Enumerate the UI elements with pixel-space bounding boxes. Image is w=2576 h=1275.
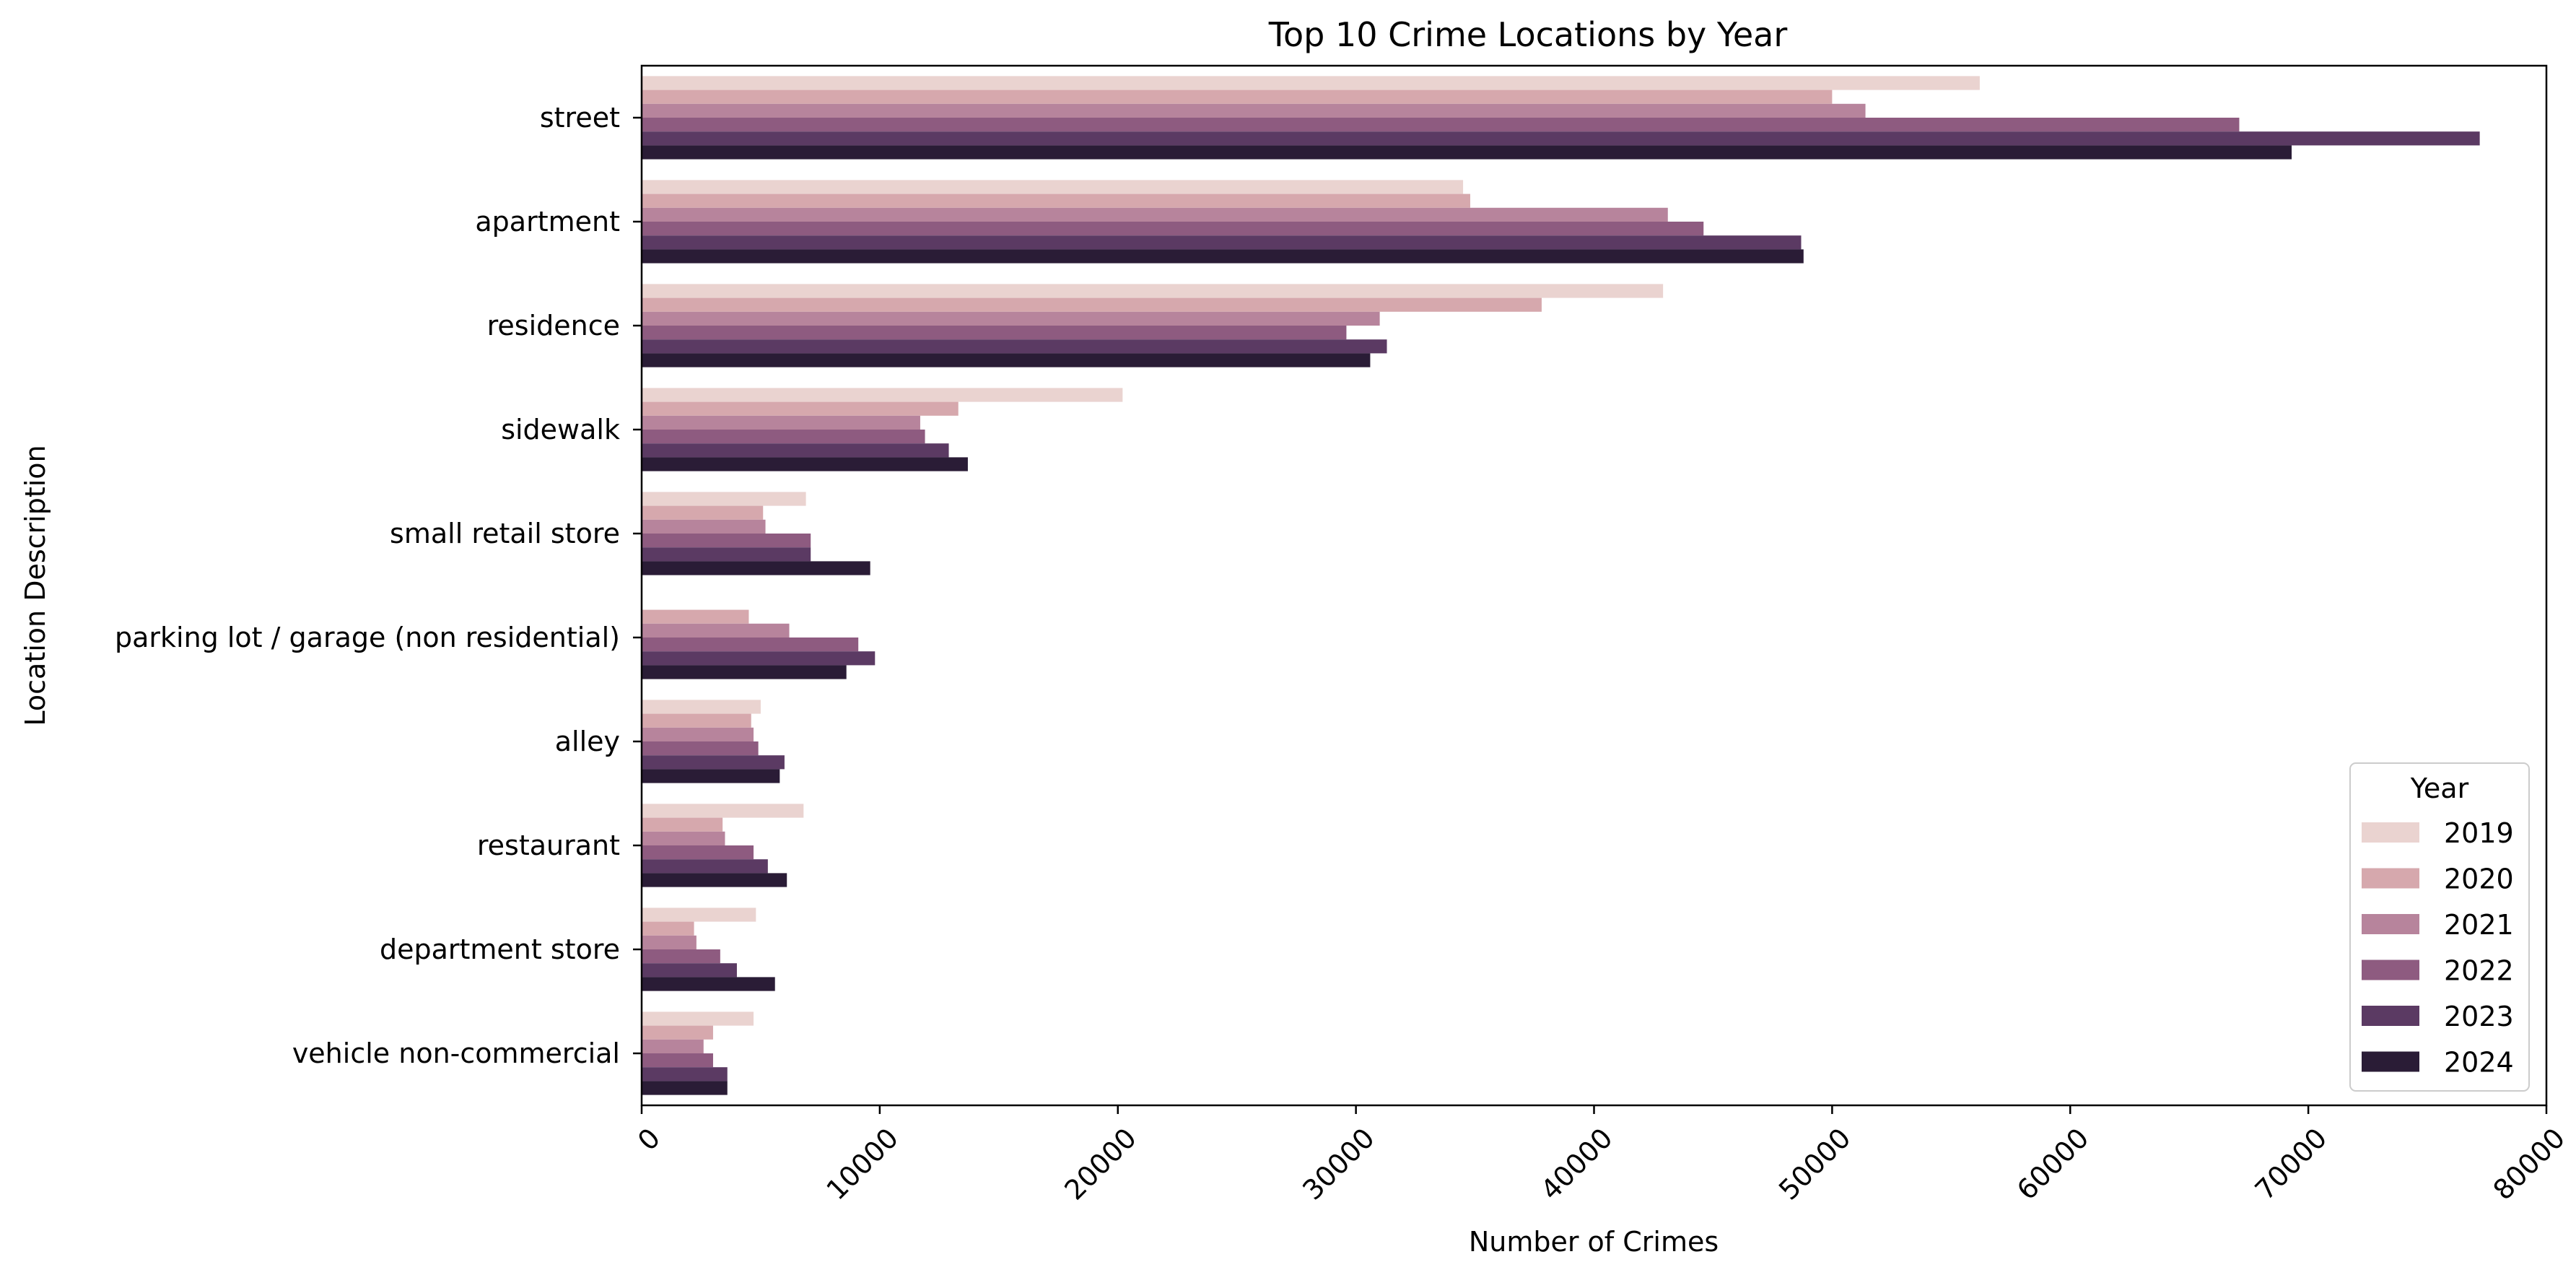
bar-2020-0 <box>642 90 1833 104</box>
y-tick-label: small retail store <box>390 518 620 549</box>
legend-swatch-2024 <box>2362 1051 2419 1072</box>
legend-label-2019: 2019 <box>2444 817 2514 849</box>
bar-2019-0 <box>642 76 1980 90</box>
bar-2024-7 <box>642 873 787 887</box>
bar-2023-1 <box>642 235 1802 250</box>
bar-2020-1 <box>642 193 1470 208</box>
bar-2021-0 <box>642 103 1866 118</box>
legend-label-2024: 2024 <box>2444 1047 2514 1079</box>
bar-2021-8 <box>642 935 697 949</box>
y-axis-label: Location Description <box>19 445 51 726</box>
bar-2022-8 <box>642 949 720 964</box>
chart-title: Top 10 Crime Locations by Year <box>1268 15 1788 54</box>
legend-swatch-2023 <box>2362 1006 2419 1026</box>
legend-label-2023: 2023 <box>2444 1001 2514 1032</box>
legend: Year 2019 2020 2021 2022 2023 2024 <box>2349 762 2530 1092</box>
x-axis: 0 10000 20000 30000 40000 50000 60000 70000 8000… <box>632 1105 2571 1206</box>
bar-2020-2 <box>642 297 1542 312</box>
bar-2021-9 <box>642 1039 704 1053</box>
bar-2023-9 <box>642 1067 728 1082</box>
bar-2020-3 <box>642 401 959 416</box>
bar-2022-9 <box>642 1053 713 1068</box>
bar-2021-6 <box>642 727 754 741</box>
bar-2023-7 <box>642 859 768 874</box>
y-tick-label: residence <box>487 310 620 341</box>
bar-2023-3 <box>642 443 949 458</box>
y-tick-label: department store <box>380 934 620 965</box>
x-tick-label: 70000 <box>2249 1122 2333 1206</box>
bar-2023-6 <box>642 755 785 770</box>
y-tick-label: sidewalk <box>501 414 620 445</box>
x-tick-label: 50000 <box>1773 1122 1857 1206</box>
bar-2022-0 <box>642 118 2240 132</box>
legend-swatch-2020 <box>2362 868 2419 889</box>
bar-2022-1 <box>642 222 1704 236</box>
x-tick-label: 0 <box>632 1122 666 1157</box>
bar-2021-2 <box>642 311 1380 326</box>
x-tick-label: 20000 <box>1058 1122 1143 1206</box>
bars-group <box>642 76 2480 1095</box>
bar-2023-5 <box>642 651 876 666</box>
bar-2024-8 <box>642 977 775 991</box>
y-tick-label: vehicle non-commercial <box>292 1037 620 1069</box>
bar-2024-6 <box>642 769 780 783</box>
bar-2024-1 <box>642 249 1804 264</box>
bar-2022-5 <box>642 638 859 652</box>
bar-2022-4 <box>642 534 811 548</box>
bar-2020-5 <box>642 609 749 624</box>
legend-swatch-2022 <box>2362 959 2419 980</box>
bar-2019-7 <box>642 804 804 818</box>
bar-2019-1 <box>642 180 1464 194</box>
bar-2024-2 <box>642 353 1371 367</box>
bar-2020-9 <box>642 1025 713 1040</box>
bar-2024-4 <box>642 561 870 575</box>
legend-swatch-2019 <box>2362 822 2419 843</box>
bar-2019-3 <box>642 388 1123 402</box>
bar-2022-7 <box>642 845 754 860</box>
bar-2020-4 <box>642 505 764 520</box>
bar-2022-2 <box>642 326 1347 340</box>
bar-2021-5 <box>642 623 790 638</box>
bar-2019-2 <box>642 284 1664 298</box>
bar-2023-0 <box>642 131 2480 146</box>
x-tick-label: 10000 <box>820 1122 904 1206</box>
bar-2021-3 <box>642 415 920 430</box>
y-tick-label: parking lot / garage (non residential) <box>115 622 620 653</box>
legend-label-2021: 2021 <box>2444 909 2514 941</box>
x-tick-label: 60000 <box>2011 1122 2095 1206</box>
bar-2021-7 <box>642 831 725 845</box>
bar-2024-5 <box>642 665 847 679</box>
y-axis: street apartment residence sidewalk small re… <box>115 102 642 1069</box>
y-tick-label: alley <box>555 726 620 757</box>
x-tick-label: 80000 <box>2487 1122 2572 1206</box>
bar-2019-4 <box>642 492 806 506</box>
bar-2019-6 <box>642 700 761 714</box>
bar-2019-9 <box>642 1011 754 1026</box>
bar-2024-3 <box>642 457 968 471</box>
legend-title: Year <box>2410 773 2469 804</box>
bar-2023-2 <box>642 339 1387 354</box>
legend-label-2022: 2022 <box>2444 955 2514 987</box>
bar-2024-0 <box>642 145 2292 160</box>
bar-2019-8 <box>642 908 756 922</box>
bar-2022-6 <box>642 741 759 756</box>
legend-label-2020: 2020 <box>2444 863 2514 895</box>
bar-2022-3 <box>642 430 925 444</box>
y-tick-label: street <box>540 102 620 134</box>
bar-2020-7 <box>642 817 723 832</box>
bar-2023-4 <box>642 547 811 562</box>
y-tick-label: apartment <box>475 206 620 238</box>
x-tick-label: 30000 <box>1296 1122 1381 1206</box>
bar-2021-1 <box>642 207 1668 222</box>
x-axis-label: Number of Crimes <box>1469 1226 1719 1258</box>
bar-2021-4 <box>642 519 766 534</box>
bar-2020-6 <box>642 713 751 728</box>
y-tick-label: restaurant <box>477 830 620 861</box>
bar-2020-8 <box>642 921 694 936</box>
bar-2024-9 <box>642 1081 728 1095</box>
bar-2023-8 <box>642 963 737 978</box>
legend-swatch-2021 <box>2362 914 2419 934</box>
x-tick-label: 40000 <box>1534 1122 1619 1206</box>
